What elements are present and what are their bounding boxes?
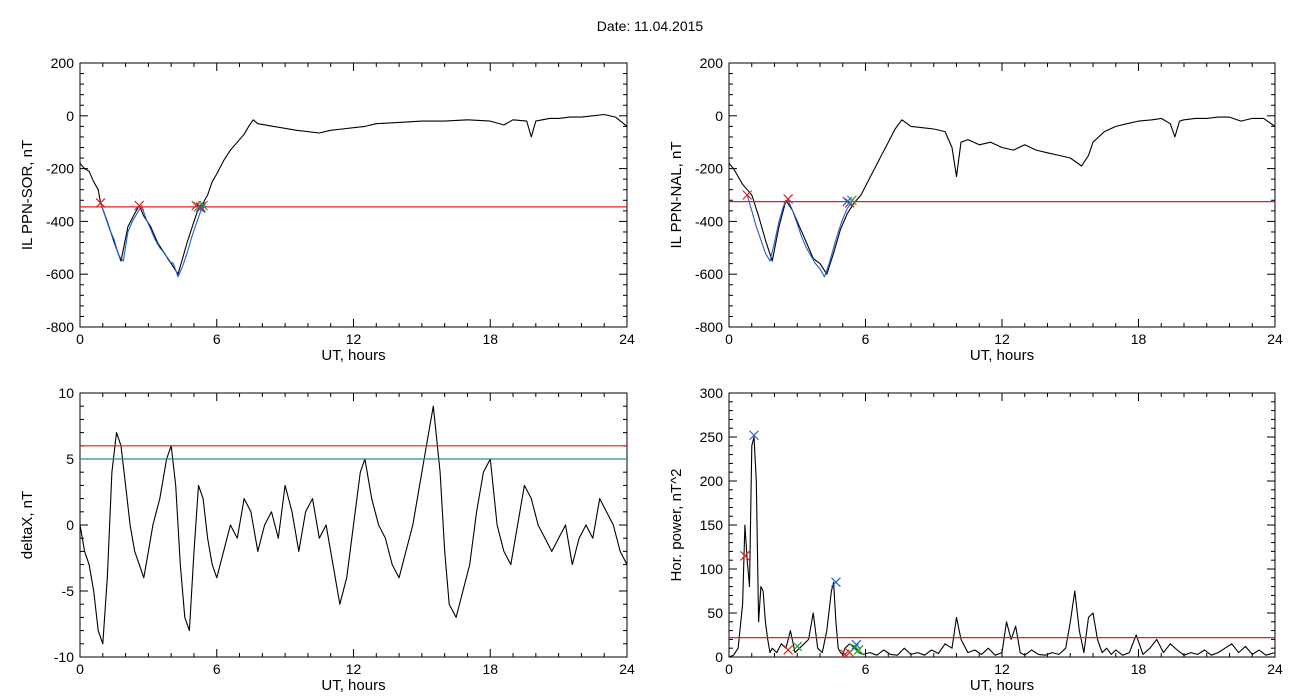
x-tick-label: 0 <box>76 331 84 347</box>
y-axis-label: Hor. power, nT^2 <box>668 469 685 582</box>
x-axis-label: UT, hours <box>970 347 1034 364</box>
event-marker <box>749 430 759 441</box>
x-tick-label: 18 <box>482 661 498 677</box>
y-tick-label: -10 <box>54 649 74 665</box>
y-tick-label: 250 <box>700 429 724 445</box>
deltax-panel: 0 6 12 18 24 -10 -5 0 5 10 UT, hours deltaX, nT <box>19 385 635 694</box>
y-tick-label: -600 <box>695 266 723 282</box>
plot-frame <box>728 62 1276 328</box>
x-tick-label: 24 <box>619 661 635 677</box>
y-axis-label: IL PPN-SOR, nT <box>19 140 36 250</box>
x-axis-label: UT, hours <box>970 677 1034 694</box>
x-tick-label: 24 <box>1267 661 1283 677</box>
series-line-1 <box>99 202 206 278</box>
event-marker <box>783 194 794 204</box>
event-marker <box>134 200 145 211</box>
y-tick-label: -400 <box>695 213 723 229</box>
figure-title: Date: 11.04.2015 <box>596 18 704 34</box>
y-tick-label: 0 <box>715 649 723 665</box>
x-tick-label: 12 <box>346 661 362 677</box>
power-panel: 0 6 12 18 24 0 50 100 150 200 250 300 UT, hours Hor. … <box>668 385 1283 694</box>
x-axis-label: UT, hours <box>321 347 385 364</box>
y-axis-label: IL PPN-NAL, nT <box>668 142 685 249</box>
plot-area <box>729 430 1275 657</box>
event-marker <box>195 203 206 214</box>
event-marker <box>783 645 794 655</box>
y-tick-label: 300 <box>700 385 724 401</box>
series-line-1 <box>746 194 853 278</box>
x-tick-label: 18 <box>482 331 498 347</box>
x-tick-label: 6 <box>862 661 870 677</box>
plot-frame <box>728 392 1276 658</box>
x-tick-label: 0 <box>725 661 733 677</box>
x-tick-label: 6 <box>213 661 221 677</box>
sor-panel: 0 6 12 18 24 -800 -600 -400 -200 0 200 UT, hours IL … <box>19 55 635 364</box>
x-tick-label: 12 <box>994 661 1010 677</box>
series-line-0 <box>729 116 1275 275</box>
series-line-0 <box>80 405 627 645</box>
event-marker <box>95 197 106 208</box>
series-line-0 <box>729 436 1275 657</box>
x-axis-label: UT, hours <box>321 677 385 694</box>
y-tick-label: 5 <box>66 451 74 467</box>
y-tick-label: -200 <box>695 161 723 177</box>
y-tick-label: -200 <box>46 161 74 177</box>
y-tick-label: -400 <box>46 213 74 229</box>
plot-area <box>80 405 627 645</box>
x-tick-label: 6 <box>862 331 870 347</box>
plot-area <box>729 116 1275 278</box>
x-tick-label: 12 <box>346 331 362 347</box>
y-tick-label: -800 <box>695 319 723 335</box>
event-marker <box>742 190 753 200</box>
y-axis-label: deltaX, nT <box>19 491 36 559</box>
x-tick-label: 18 <box>1131 331 1147 347</box>
event-marker <box>740 550 750 561</box>
x-tick-label: 18 <box>1131 661 1147 677</box>
event-marker <box>831 577 841 588</box>
y-tick-label: 0 <box>66 517 74 533</box>
event-marker <box>195 201 206 212</box>
event-marker <box>792 641 803 652</box>
plot-area <box>80 113 627 278</box>
y-tick-label: 200 <box>700 473 724 489</box>
event-marker <box>853 645 864 655</box>
series-line-0 <box>80 113 627 275</box>
nal-panel: 0 6 12 18 24 -800 -600 -400 -200 0 200 UT, hours IL … <box>668 55 1283 364</box>
y-tick-label: 50 <box>707 605 723 621</box>
x-tick-label: 24 <box>1267 331 1283 347</box>
y-tick-label: -600 <box>46 266 74 282</box>
x-tick-label: 0 <box>725 331 733 347</box>
event-marker <box>842 196 853 207</box>
y-tick-label: -800 <box>46 319 74 335</box>
x-tick-label: 12 <box>994 331 1010 347</box>
y-tick-label: 0 <box>715 108 723 124</box>
x-tick-label: 0 <box>76 661 84 677</box>
event-marker <box>851 639 862 650</box>
plot-frame <box>79 62 628 328</box>
y-tick-label: 0 <box>66 108 74 124</box>
y-tick-label: -5 <box>62 583 75 599</box>
y-tick-label: 150 <box>700 517 724 533</box>
x-tick-label: 24 <box>619 331 635 347</box>
y-tick-label: 10 <box>58 385 74 401</box>
y-tick-label: 200 <box>700 55 724 71</box>
y-tick-label: 200 <box>51 55 75 71</box>
x-tick-label: 6 <box>213 331 221 347</box>
y-tick-label: 100 <box>700 561 724 577</box>
